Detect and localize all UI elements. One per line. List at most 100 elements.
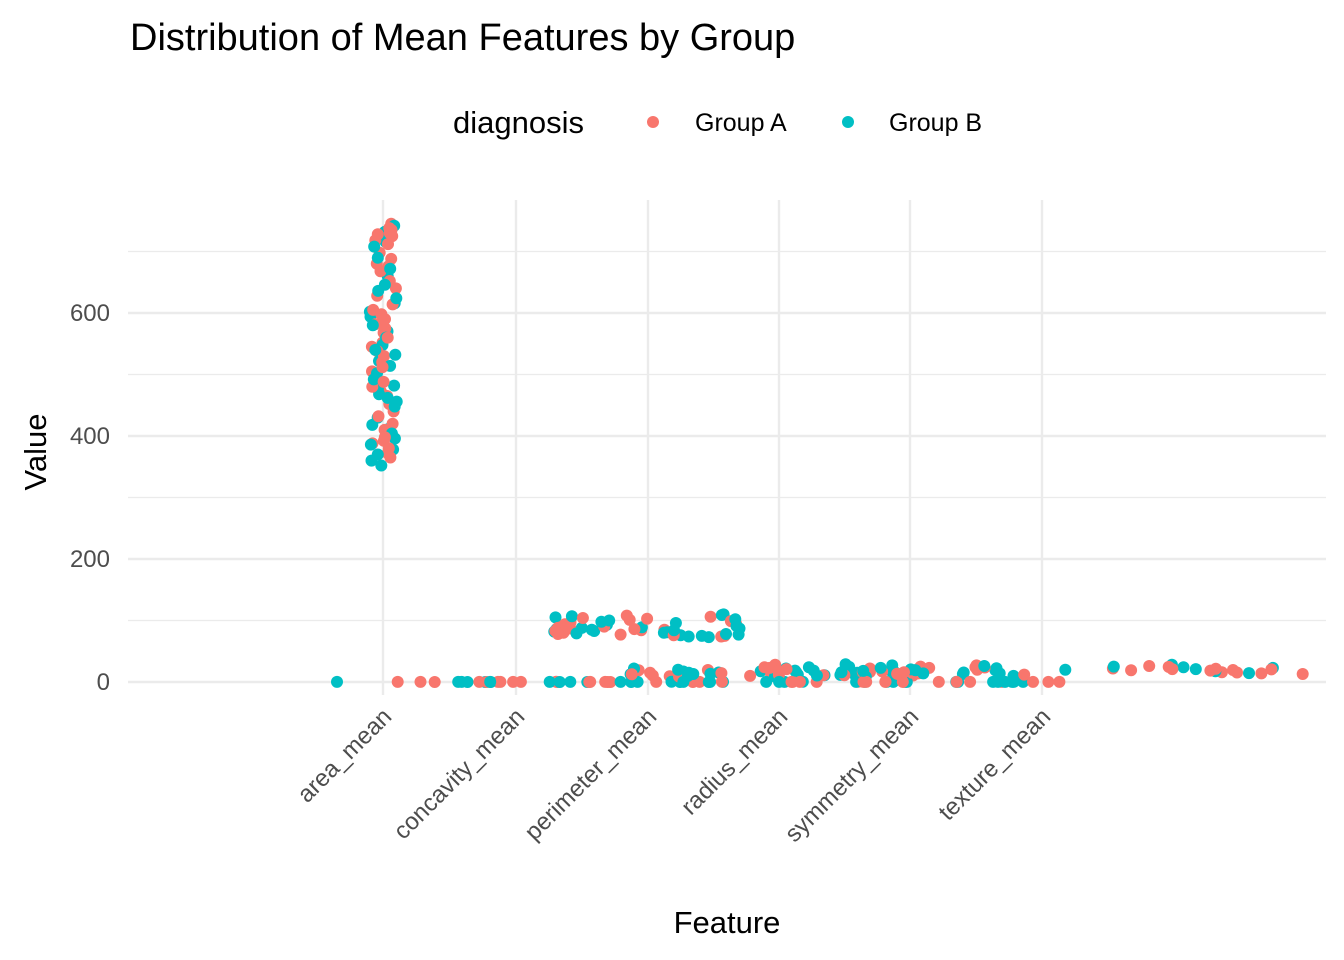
data-point-group-a — [377, 375, 390, 388]
data-point-group-b — [553, 676, 566, 688]
data-point-group-a — [1204, 664, 1217, 677]
data-point-group-a — [379, 313, 391, 326]
data-point-group-b — [978, 660, 991, 672]
data-point-group-b — [595, 615, 608, 628]
data-point-group-a — [389, 282, 402, 295]
legend-title: diagnosis — [453, 105, 584, 140]
data-point-group-a — [378, 431, 391, 444]
data-point-group-b — [614, 675, 627, 688]
data-point-group-b — [857, 664, 870, 677]
data-point-group-a — [1042, 675, 1055, 688]
legend-marker-group-a — [647, 116, 659, 128]
data-point-group-b — [704, 667, 717, 680]
data-point-group-a — [898, 666, 910, 679]
y-tick-label: 200 — [70, 546, 110, 573]
data-point-group-b — [1189, 663, 1202, 676]
data-point-group-a — [1018, 668, 1031, 681]
data-point-group-a — [384, 451, 397, 464]
data-point-group-b — [371, 251, 384, 264]
data-point-group-a — [386, 230, 399, 243]
data-point-group-b — [390, 292, 403, 305]
data-points — [331, 217, 1309, 688]
data-point-group-b — [388, 379, 401, 392]
data-point-group-b — [682, 630, 695, 643]
data-point-group-b — [331, 675, 343, 688]
data-point-group-a — [614, 628, 627, 641]
data-point-group-b — [369, 343, 382, 356]
data-point-group-a — [644, 666, 657, 679]
data-point-group-a — [744, 669, 757, 682]
data-point-group-a — [372, 410, 385, 423]
data-point-group-b — [549, 611, 562, 624]
data-point-group-a — [969, 661, 982, 674]
data-point-group-b — [810, 669, 823, 682]
data-point-group-b — [1177, 661, 1190, 674]
x-tick-label: texture_mean — [933, 703, 1056, 826]
data-point-group-b — [565, 610, 578, 623]
y-axis-title: Value — [18, 414, 53, 491]
data-point-group-b — [957, 666, 970, 679]
data-point-group-a — [414, 675, 427, 688]
data-point-group-a — [583, 676, 596, 688]
data-point-group-a — [428, 676, 441, 688]
data-point-group-b — [677, 675, 690, 688]
data-point-group-a — [391, 675, 404, 688]
data-point-group-b — [365, 454, 378, 467]
data-point-group-b — [384, 262, 397, 275]
data-point-group-b — [564, 675, 577, 688]
y-tick-labels: 0 200 400 600 — [70, 300, 110, 696]
data-point-group-b — [364, 438, 377, 451]
data-point-group-a — [780, 663, 793, 676]
data-point-group-a — [715, 675, 728, 688]
data-point-group-b — [802, 661, 815, 674]
y-tick-label: 600 — [70, 300, 110, 327]
data-point-group-a — [793, 675, 806, 688]
data-point-group-a — [1027, 675, 1039, 688]
data-point-group-b — [372, 284, 385, 297]
data-point-group-b — [720, 628, 732, 640]
data-point-group-a — [964, 675, 977, 688]
data-point-group-b — [672, 663, 685, 676]
data-point-group-b — [874, 661, 887, 674]
data-point-group-a — [1296, 668, 1309, 680]
data-point-group-b — [367, 373, 380, 386]
data-point-group-b — [368, 240, 381, 253]
x-tick-label: symmetry_mean — [780, 703, 925, 848]
data-point-group-a — [549, 625, 562, 637]
data-point-group-b — [668, 624, 680, 637]
data-point-group-a — [376, 361, 389, 374]
x-tick-label: concavity_mean — [389, 703, 531, 845]
data-point-group-b — [484, 675, 497, 688]
x-tick-label: radius_mean — [676, 703, 793, 820]
data-point-group-a — [785, 675, 798, 688]
data-point-group-b — [390, 395, 403, 408]
data-point-group-a — [715, 667, 728, 680]
data-point-group-a — [381, 331, 394, 344]
data-point-group-a — [1265, 663, 1278, 676]
data-point-group-b — [1059, 663, 1072, 676]
data-point-group-b — [715, 609, 728, 621]
data-point-group-b — [835, 666, 848, 679]
data-point-group-b — [993, 667, 1006, 680]
data-point-group-b — [917, 667, 930, 680]
data-point-group-a — [1255, 667, 1268, 680]
data-point-group-a — [576, 612, 589, 624]
data-point-group-a — [857, 675, 870, 688]
data-point-group-a — [879, 675, 892, 688]
data-point-group-b — [1243, 667, 1255, 680]
x-tick-label: perimeter_mean — [520, 703, 663, 846]
data-point-group-a — [950, 675, 963, 688]
data-point-group-a — [604, 676, 617, 688]
y-tick-label: 0 — [97, 669, 110, 696]
data-point-group-b — [381, 391, 394, 404]
data-point-group-a — [704, 610, 717, 623]
data-point-group-b — [729, 613, 742, 626]
chart-title: Distribution of Mean Features by Group — [130, 17, 795, 59]
legend-label-group-b: Group B — [889, 109, 982, 137]
data-point-group-b — [760, 675, 773, 688]
data-point-group-b — [773, 675, 786, 688]
data-point-group-a — [628, 623, 641, 636]
legend-marker-group-b — [842, 116, 854, 128]
